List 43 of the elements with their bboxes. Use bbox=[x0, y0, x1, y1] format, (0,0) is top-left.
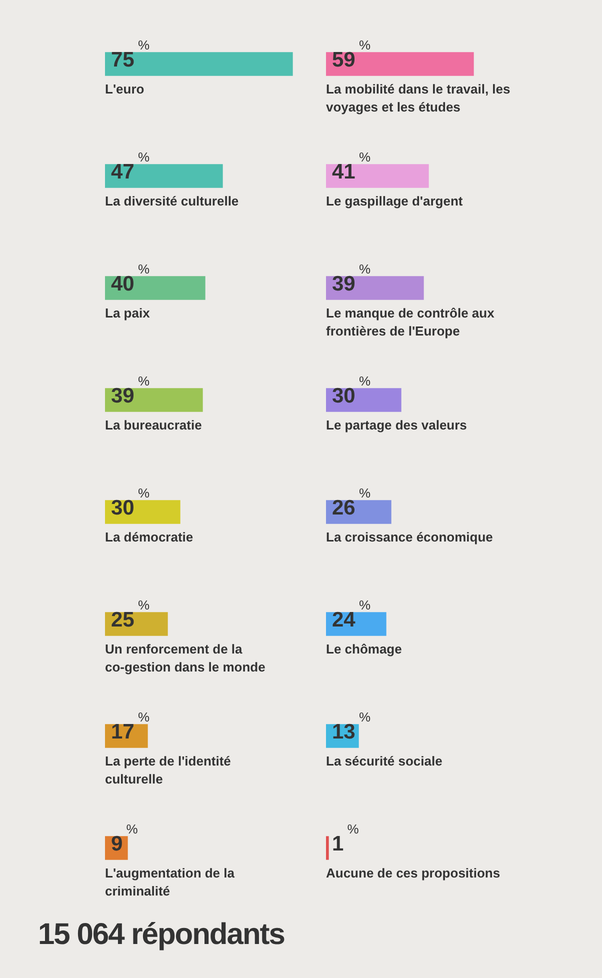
y-tick-label: La mobilité dans le travail, les voyages et les études bbox=[326, 82, 510, 115]
bar bbox=[326, 164, 429, 188]
y-tick-label: La diversité culturelle bbox=[105, 194, 239, 209]
y-tick-label: La croissance économique bbox=[326, 530, 493, 545]
y-tick-label: La sécurité sociale bbox=[326, 754, 442, 769]
data-label: 24 % bbox=[332, 598, 371, 632]
y-tick-label: Le manque de contrôle aux frontières de l'Europe bbox=[326, 306, 496, 339]
data-label: 39 % bbox=[111, 374, 150, 408]
y-tick-label: L'euro bbox=[105, 82, 144, 97]
bar bbox=[326, 836, 329, 860]
data-label: 25 % bbox=[111, 598, 150, 632]
data-label: 59 % bbox=[332, 38, 371, 72]
y-tick-label: Le gaspillage d'argent bbox=[326, 194, 464, 209]
y-tick-label: Le partage des valeurs bbox=[326, 418, 467, 433]
data-label: 17 % bbox=[111, 710, 150, 744]
data-label: 75 % bbox=[111, 38, 150, 72]
y-tick-label: L'augmentation de la criminalité bbox=[105, 866, 236, 899]
data-label: 41 % bbox=[332, 150, 371, 184]
data-label: 30 % bbox=[111, 486, 150, 520]
y-tick-label: La perte de l'identité culturelle bbox=[105, 754, 231, 787]
bar bbox=[105, 164, 223, 188]
bar bbox=[105, 500, 180, 524]
data-label: 40 % bbox=[111, 262, 150, 296]
bar bbox=[105, 388, 203, 412]
y-tick-label: Aucune de ces propositions bbox=[326, 866, 500, 881]
y-tick-label: Un renforcement de la co-gestion dans le monde bbox=[105, 642, 266, 675]
bar bbox=[326, 276, 424, 300]
bar bbox=[326, 52, 474, 76]
data-label: 30 % bbox=[332, 374, 371, 408]
data-label: 47 % bbox=[111, 150, 150, 184]
data-label: 26 % bbox=[332, 486, 371, 520]
y-tick-label: La démocratie bbox=[105, 530, 194, 545]
bar bbox=[326, 388, 402, 412]
data-label: 13 % bbox=[332, 710, 371, 744]
y-tick-label: La paix bbox=[105, 306, 151, 321]
annotation: 15 064 répondants bbox=[38, 918, 284, 952]
bar bbox=[105, 276, 206, 300]
bar bbox=[105, 52, 293, 76]
y-tick-label: La bureaucratie bbox=[105, 418, 202, 433]
data-label: 9 % bbox=[111, 822, 138, 856]
y-tick-label: Le chômage bbox=[326, 642, 402, 657]
data-label: 1 % bbox=[332, 822, 360, 856]
data-label: 39 % bbox=[332, 262, 371, 296]
